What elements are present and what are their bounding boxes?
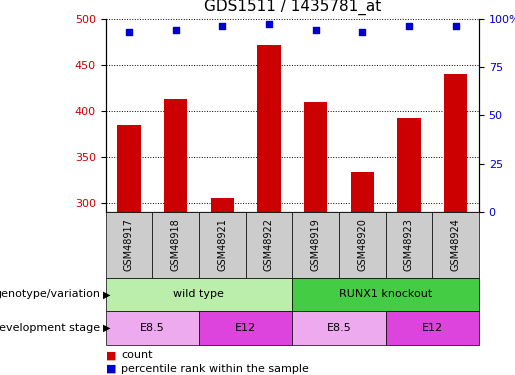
Point: [218, 23, 227, 29]
Text: development stage: development stage: [0, 323, 100, 333]
Text: ■: ■: [106, 351, 116, 360]
Text: ▶: ▶: [103, 290, 111, 299]
Text: count: count: [121, 351, 152, 360]
Bar: [339, 212, 386, 278]
Text: ▶: ▶: [103, 323, 111, 333]
Bar: [199, 311, 293, 345]
Text: E8.5: E8.5: [327, 323, 351, 333]
Bar: [293, 278, 479, 311]
Bar: [164, 99, 187, 212]
Bar: [293, 212, 339, 278]
Point: [265, 21, 273, 27]
Bar: [386, 212, 432, 278]
Point: [452, 23, 460, 29]
Bar: [246, 212, 293, 278]
Bar: [397, 118, 421, 212]
Point: [312, 27, 320, 33]
Bar: [152, 212, 199, 278]
Bar: [199, 212, 246, 278]
Text: GSM48919: GSM48919: [311, 218, 321, 271]
Bar: [117, 125, 141, 212]
Bar: [106, 311, 199, 345]
Bar: [444, 74, 467, 212]
Bar: [258, 45, 281, 212]
Bar: [351, 172, 374, 212]
Text: E12: E12: [422, 323, 443, 333]
Text: E8.5: E8.5: [140, 323, 165, 333]
Text: wild type: wild type: [174, 290, 225, 299]
Point: [405, 23, 413, 29]
Bar: [106, 278, 293, 311]
Text: GSM48923: GSM48923: [404, 218, 414, 271]
Bar: [106, 212, 152, 278]
Text: GSM48918: GSM48918: [170, 218, 181, 271]
Text: GSM48917: GSM48917: [124, 218, 134, 271]
Point: [125, 28, 133, 34]
Text: RUNX1 knockout: RUNX1 knockout: [339, 290, 432, 299]
Text: ■: ■: [106, 364, 116, 374]
Title: GDS1511 / 1435781_at: GDS1511 / 1435781_at: [203, 0, 381, 15]
Text: GSM48920: GSM48920: [357, 218, 367, 271]
Text: GSM48922: GSM48922: [264, 218, 274, 271]
Point: [171, 27, 180, 33]
Text: E12: E12: [235, 323, 256, 333]
Bar: [211, 198, 234, 212]
Text: GSM48921: GSM48921: [217, 218, 227, 271]
Bar: [432, 212, 479, 278]
Bar: [293, 311, 386, 345]
Point: [358, 28, 366, 34]
Text: genotype/variation: genotype/variation: [0, 290, 100, 299]
Bar: [304, 102, 327, 212]
Bar: [386, 311, 479, 345]
Text: GSM48924: GSM48924: [451, 218, 460, 271]
Text: percentile rank within the sample: percentile rank within the sample: [121, 364, 309, 374]
